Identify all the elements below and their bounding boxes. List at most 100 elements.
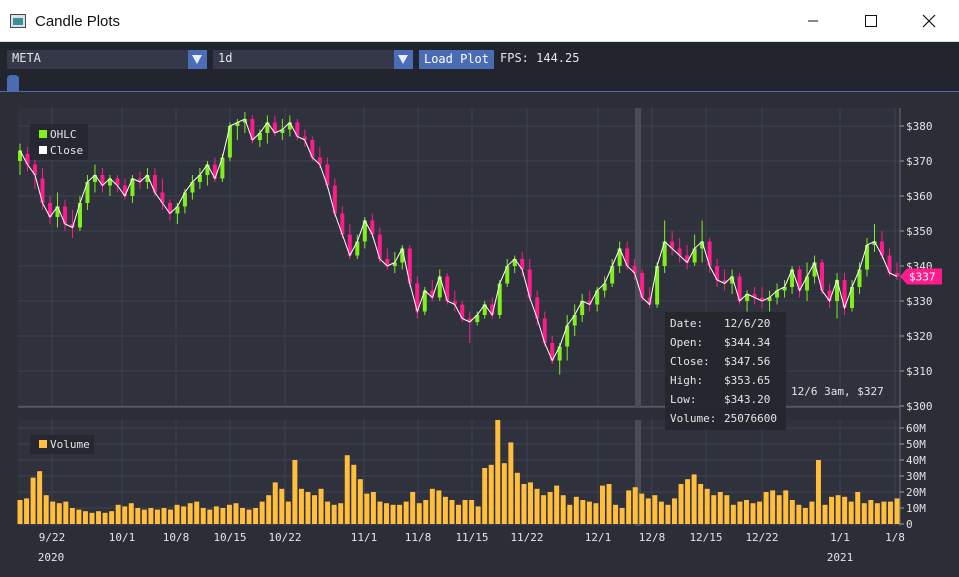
- interval-dropdown[interactable]: 1d: [213, 50, 413, 69]
- legend-label-volume: Volume: [50, 438, 90, 451]
- volume-tick-label: 40M: [906, 454, 926, 467]
- tooltip-value: 25076600: [724, 412, 777, 425]
- candle-body: [617, 248, 622, 266]
- volume-bar: [357, 479, 363, 524]
- close-button[interactable]: [906, 0, 952, 42]
- candle-body: [730, 276, 735, 284]
- volume-bar: [593, 503, 599, 524]
- candle-body: [347, 234, 352, 256]
- volume-bar: [410, 492, 416, 524]
- tab-handle[interactable]: [7, 75, 19, 92]
- candle-body: [865, 245, 870, 270]
- candle-body: [340, 213, 345, 235]
- volume-bar: [102, 512, 108, 524]
- price-legend: OHLC Close: [30, 124, 88, 160]
- tooltip-value: $347.56: [724, 355, 770, 368]
- candle-body: [167, 203, 172, 214]
- tooltip-value: $344.34: [724, 336, 771, 349]
- volume-tick-label: 0: [906, 518, 913, 531]
- volume-bar: [881, 501, 887, 524]
- volume-bar: [829, 496, 835, 524]
- volume-bar: [266, 495, 272, 524]
- candle-body: [407, 248, 412, 284]
- volume-bar: [298, 488, 304, 524]
- close-line: [19, 118, 898, 362]
- candle-body: [610, 266, 615, 284]
- volume-bar: [390, 504, 396, 524]
- tooltip-label: Close:: [670, 355, 710, 368]
- volume-bar: [436, 490, 442, 524]
- x-tick-label: 12/15: [689, 531, 722, 544]
- x-tick-label: 11/8: [405, 531, 432, 544]
- tooltip-value: $343.20: [724, 393, 770, 406]
- candle-body: [77, 203, 82, 228]
- candle-chart[interactable]: $380$370$360$350$340$330$320$310$300 60M…: [0, 92, 959, 577]
- minimize-button[interactable]: [790, 0, 836, 42]
- hover-tooltip: Date: 12/6/20 Open: $344.34 Close: $347.56 Hig…: [665, 312, 786, 430]
- price-tick-label: $300: [906, 400, 933, 413]
- price-tick-label: $330: [906, 295, 933, 308]
- tooltip-value: $353.65: [724, 374, 770, 387]
- candle-body: [775, 290, 780, 298]
- symbol-dropdown[interactable]: META: [7, 50, 207, 69]
- dropdown-arrow-icon[interactable]: [188, 50, 207, 69]
- volume-tick-label: 30M: [906, 470, 926, 483]
- volume-bar: [599, 485, 605, 524]
- volume-bar: [573, 496, 579, 524]
- volume-bar: [711, 495, 717, 524]
- volume-bar: [154, 509, 160, 524]
- volume-bar: [514, 472, 520, 524]
- x-year-label: 2021: [827, 551, 854, 564]
- candle-body: [722, 280, 727, 284]
- volume-bar: [678, 484, 684, 524]
- volume-bar: [743, 500, 749, 524]
- volume-bar: [488, 464, 494, 524]
- load-plot-button[interactable]: Load Plot: [419, 50, 494, 69]
- candle-body: [205, 164, 210, 175]
- candle-body: [370, 220, 375, 235]
- volume-bar: [141, 509, 147, 524]
- volume-bar: [76, 509, 82, 524]
- candle-body: [640, 273, 645, 298]
- x-tick-label: 11/15: [455, 531, 488, 544]
- candle-body: [557, 346, 562, 361]
- x-tick-label: 12/8: [639, 531, 666, 544]
- dropdown-arrow-icon[interactable]: [394, 50, 413, 69]
- maximize-button[interactable]: [848, 0, 894, 42]
- volume-bar: [770, 490, 776, 524]
- volume-bar: [82, 511, 88, 524]
- volume-bar: [37, 471, 43, 524]
- volume-bar: [469, 500, 475, 524]
- candle-body: [362, 220, 367, 242]
- volume-bar: [246, 509, 252, 524]
- volume-bar: [220, 508, 226, 524]
- candle-body: [490, 304, 495, 315]
- candle-body: [812, 262, 817, 277]
- candle-body: [145, 175, 150, 182]
- minimize-icon: [808, 20, 818, 22]
- volume-bar: [750, 503, 756, 524]
- volume-bar: [495, 420, 501, 524]
- x-tick-label: 10/1: [109, 531, 136, 544]
- tab-bar: [0, 72, 959, 92]
- candle-body: [310, 140, 315, 158]
- candle-body: [332, 185, 337, 214]
- candle-body: [655, 266, 660, 305]
- volume-bar: [887, 501, 893, 524]
- candle-body: [70, 224, 75, 228]
- x-year-label: 2020: [38, 551, 65, 564]
- candle-body: [857, 269, 862, 287]
- tooltip-label: Open:: [670, 336, 703, 349]
- candle-body: [535, 297, 540, 319]
- candle-body: [527, 269, 532, 298]
- tooltip-label: Low:: [670, 393, 697, 406]
- volume-bar: [259, 501, 265, 524]
- candle-body: [235, 122, 240, 126]
- volume-bar: [377, 501, 383, 524]
- volume-bar: [658, 501, 664, 524]
- candle-body: [40, 178, 45, 203]
- x-tick-label: 9/22: [39, 531, 66, 544]
- candle-body: [115, 178, 120, 186]
- volume-bar: [855, 492, 861, 524]
- volume-bar: [802, 508, 808, 524]
